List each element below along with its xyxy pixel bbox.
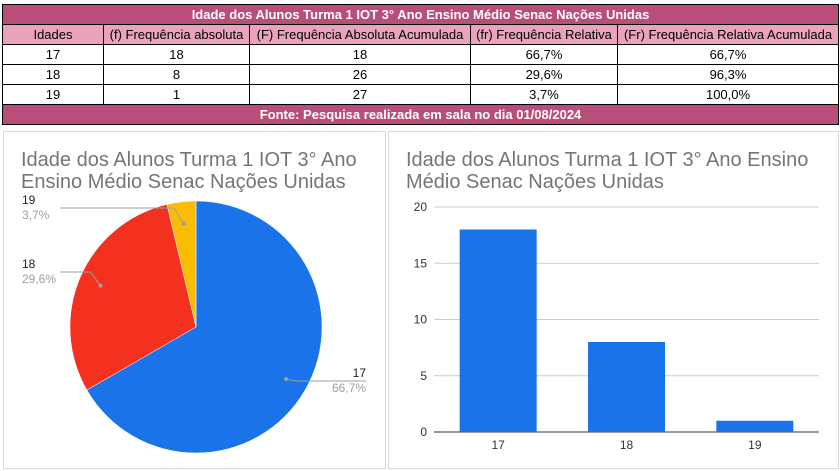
y-tick-label: 20 — [414, 200, 428, 214]
pie-slice-label: 19 — [22, 193, 36, 207]
table-cell[interactable]: 29,6% — [470, 64, 618, 85]
table-cell[interactable]: 100,0% — [616, 84, 840, 105]
bar — [716, 420, 794, 432]
pie-slice-percent: 29,6% — [22, 272, 56, 286]
pie-leader-line — [60, 271, 101, 287]
table-cell[interactable]: 18 — [2, 64, 104, 85]
table-cell[interactable]: 8 — [103, 64, 250, 85]
bar-chart[interactable]: Idade dos Alunos Turma 1 IOT 3° Ano Ensi… — [388, 131, 839, 469]
bar — [459, 229, 537, 432]
table-cell[interactable]: 1 — [103, 84, 250, 105]
table-cell[interactable]: 27 — [249, 84, 471, 105]
bar-title-line1: Idade dos Alunos Turma 1 IOT 3° Ano Ensi… — [406, 149, 809, 171]
pie-leader-line — [285, 378, 366, 382]
pie-slice-percent: 3,7% — [22, 208, 50, 222]
pie-slice-percent: 66,7% — [332, 381, 366, 395]
table-cell[interactable]: 18 — [249, 44, 471, 65]
table-footer-row: Fonte: Pesquisa realizada em sala no dia… — [1, 104, 840, 125]
table-cell[interactable]: 18 — [103, 44, 250, 65]
pie-slice-label: 17 — [353, 366, 367, 380]
pie-slice — [69, 204, 197, 391]
table-title[interactable]: Idade dos Alunos Turma 1 IOT 3° Ano Ensi… — [1, 4, 840, 25]
pie-slice — [86, 200, 323, 454]
x-tick-label: 19 — [748, 438, 762, 452]
pie-slice — [166, 200, 197, 328]
pie-leader-line — [60, 207, 185, 224]
frequency-table: Idade dos Alunos Turma 1 IOT 3° Ano Ensi… — [1, 4, 840, 125]
table-footer[interactable]: Fonte: Pesquisa realizada em sala no dia… — [1, 104, 840, 125]
header-cell[interactable]: (F) Frequência Absoluta Acumulada — [249, 24, 471, 45]
pie-title-line2: Ensino Médio Senac Nações Unidas — [21, 171, 346, 193]
table-cell[interactable]: 66,7% — [470, 44, 618, 65]
pie-chart[interactable]: Idade dos Alunos Turma 1 IOT 3° Ano Ensi… — [3, 131, 386, 469]
y-tick-label: 0 — [420, 425, 427, 439]
bar-title-line2: Médio Senac Nações Unidas — [406, 171, 664, 193]
header-cell[interactable]: (fr) Frequência Relativa — [470, 24, 618, 45]
header-cell[interactable]: (f) Frequência absoluta — [103, 24, 250, 45]
y-tick-label: 10 — [414, 313, 428, 327]
pie-chart-title: Idade dos Alunos Turma 1 IOT 3° Ano Ensi… — [21, 149, 357, 193]
pie-title-line1: Idade dos Alunos Turma 1 IOT 3° Ano — [21, 149, 357, 171]
table-cell[interactable]: 26 — [249, 64, 471, 85]
y-tick-label: 15 — [414, 256, 428, 270]
header-cell[interactable]: Idades — [2, 24, 104, 45]
table-row: 19 1 27 3,7% 100,0% — [2, 84, 840, 105]
table-cell[interactable]: 3,7% — [470, 84, 618, 105]
y-tick-label: 5 — [420, 369, 427, 383]
header-cell[interactable]: (Fr) Frequência Relativa Acumulada — [616, 24, 840, 45]
x-tick-label: 18 — [620, 438, 634, 452]
table-header-row: Idades (f) Frequência absoluta (F) Frequ… — [2, 24, 840, 45]
table-title-row: Idade dos Alunos Turma 1 IOT 3° Ano Ensi… — [1, 4, 840, 25]
bar-plot-area: 0 5 10 15 20 17 18 19 — [414, 200, 819, 452]
x-tick-label: 17 — [491, 438, 505, 452]
table-row: 17 18 18 66,7% 66,7% — [2, 44, 840, 65]
pie-slice-label: 18 — [22, 257, 36, 271]
table-cell[interactable]: 96,3% — [616, 64, 840, 85]
table-cell[interactable]: 17 — [2, 44, 104, 65]
bar — [588, 342, 665, 432]
table-cell[interactable]: 66,7% — [616, 44, 840, 65]
table-cell[interactable]: 19 — [2, 84, 104, 105]
bar-chart-title: Idade dos Alunos Turma 1 IOT 3° Ano Ensi… — [406, 149, 808, 193]
table-row: 18 8 26 29,6% 96,3% — [2, 64, 840, 85]
